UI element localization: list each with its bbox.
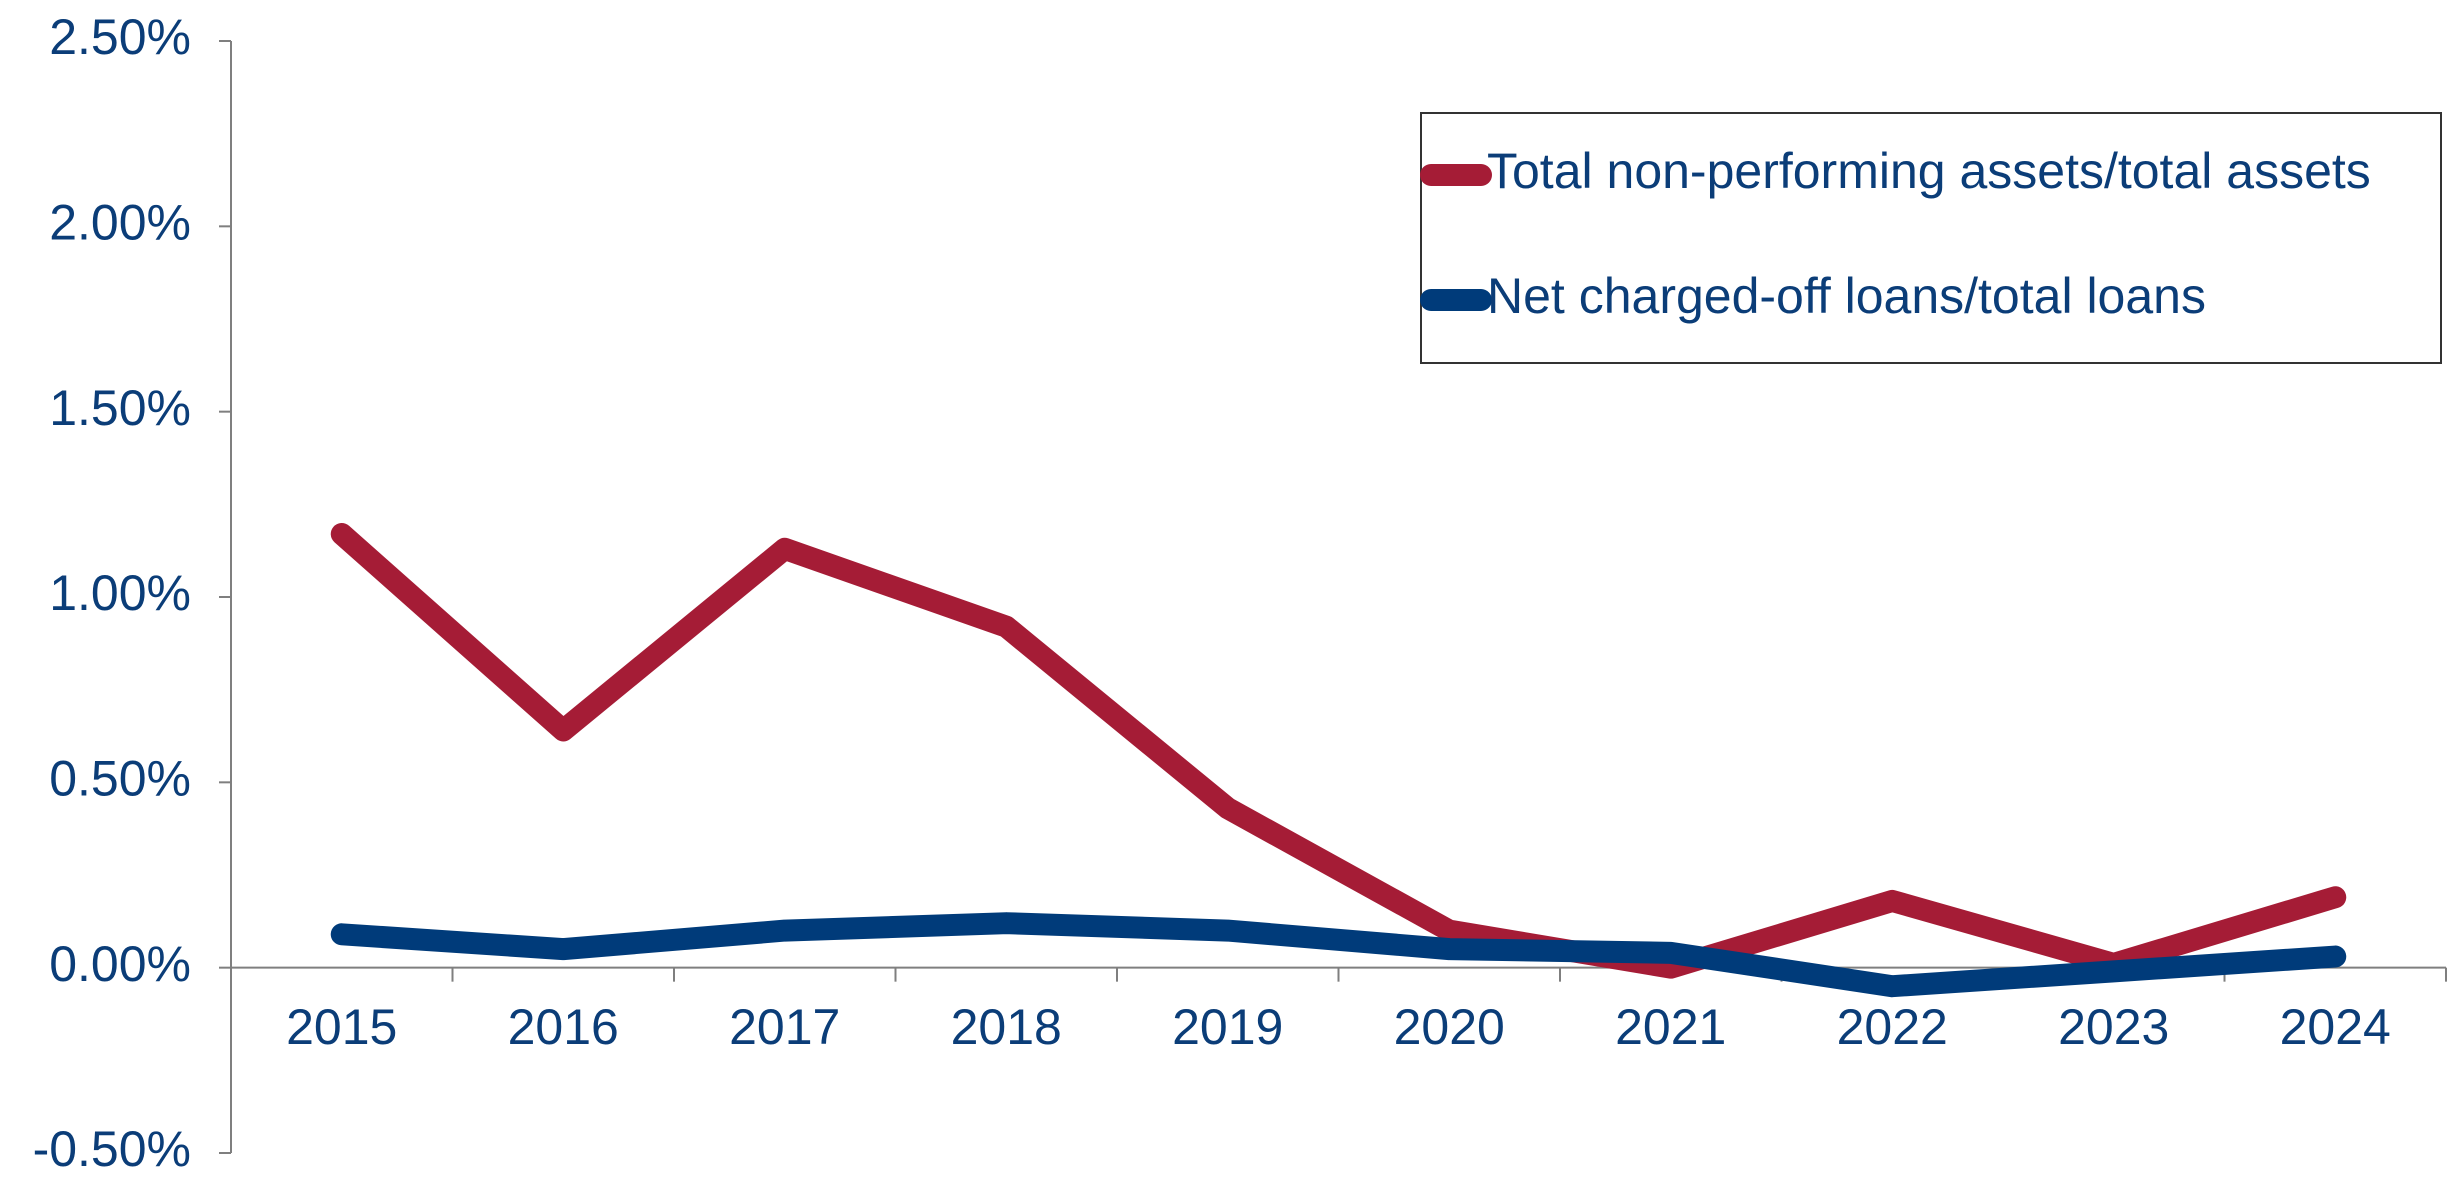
legend-box <box>1420 112 2442 364</box>
x-tick-label: 2016 <box>508 999 619 1055</box>
x-tick-label: 2024 <box>2280 999 2391 1055</box>
y-tick-label: 0.00% <box>49 936 191 992</box>
x-tick-label: 2023 <box>2058 999 2169 1055</box>
x-tick-label: 2021 <box>1615 999 1726 1055</box>
x-tick-label: 2019 <box>1172 999 1283 1055</box>
x-tick-label: 2018 <box>951 999 1062 1055</box>
x-tick-label: 2020 <box>1394 999 1505 1055</box>
legend-label: Net charged-off loans/total loans <box>1487 268 2206 324</box>
y-tick-label: 0.50% <box>49 751 191 807</box>
y-tick-label: 2.00% <box>49 195 191 251</box>
y-tick-label: 1.50% <box>49 380 191 436</box>
y-tick-label: 2.50% <box>49 9 191 65</box>
series-line <box>330 522 2347 979</box>
series-line <box>330 912 2347 998</box>
y-tick-label: -0.50% <box>33 1121 191 1177</box>
legend-label: Total non-performing assets/total assets <box>1487 143 2371 199</box>
x-tick-label: 2017 <box>729 999 840 1055</box>
x-tick-label: 2015 <box>286 999 397 1055</box>
y-tick-label: 1.00% <box>49 565 191 621</box>
x-tick-label: 2022 <box>1837 999 1948 1055</box>
